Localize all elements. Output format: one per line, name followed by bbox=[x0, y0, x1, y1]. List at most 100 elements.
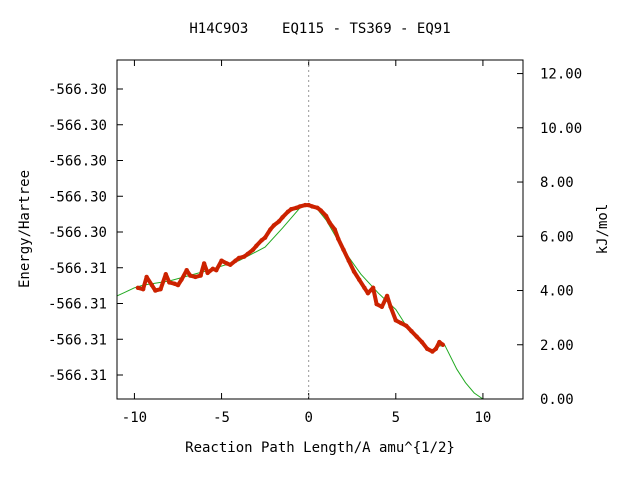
irc-point-trace bbox=[137, 203, 445, 354]
irc-point bbox=[297, 204, 303, 209]
irc-point bbox=[193, 274, 198, 280]
x-axis: -10 -5 0 5 10 bbox=[122, 60, 491, 426]
irc-points bbox=[135, 202, 446, 354]
irc-curve bbox=[116, 204, 484, 400]
irc-point bbox=[167, 280, 172, 285]
y-tick-label: -566.30 bbox=[48, 118, 107, 134]
x-tick-label: -10 bbox=[122, 410, 147, 426]
irc-point bbox=[351, 269, 357, 274]
irc-point bbox=[205, 270, 210, 276]
irc-point bbox=[384, 293, 390, 299]
irc-point bbox=[440, 342, 446, 347]
y-tick-label: -566.30 bbox=[48, 189, 107, 205]
y2-tick-label: 6.00 bbox=[540, 229, 574, 245]
irc-point bbox=[437, 339, 442, 345]
irc-point bbox=[210, 266, 216, 272]
irc-point bbox=[172, 281, 177, 286]
irc-point bbox=[228, 262, 233, 267]
irc-point bbox=[404, 323, 409, 328]
irc-point bbox=[285, 209, 290, 215]
irc-point bbox=[332, 227, 338, 232]
irc-point bbox=[149, 282, 155, 288]
irc-point bbox=[409, 329, 414, 334]
y2-tick-label: 4.00 bbox=[540, 284, 574, 300]
y2-axis-label: kJ/mol bbox=[595, 204, 611, 255]
irc-point bbox=[140, 286, 146, 292]
irc-point bbox=[346, 258, 351, 263]
y-tick-label: -566.30 bbox=[48, 82, 107, 98]
irc-point bbox=[201, 261, 207, 266]
irc-point bbox=[268, 227, 273, 232]
y2-tick-label: 10.00 bbox=[540, 121, 582, 137]
irc-point bbox=[315, 205, 320, 211]
irc-point bbox=[254, 243, 259, 248]
irc-point bbox=[379, 304, 385, 309]
irc-point bbox=[388, 304, 393, 309]
y-tick-label: -566.30 bbox=[48, 154, 107, 170]
irc-point bbox=[430, 349, 435, 354]
x-tick-label: -5 bbox=[213, 410, 230, 426]
irc-point bbox=[175, 282, 181, 288]
irc-point bbox=[323, 213, 329, 219]
irc-point bbox=[245, 251, 250, 257]
irc-point bbox=[398, 320, 404, 326]
irc-point bbox=[179, 277, 184, 282]
y-tick-label: -566.31 bbox=[48, 297, 107, 313]
irc-point bbox=[163, 272, 168, 277]
chart-title: H14C9O3 EQ115 - TS369 - EQ91 bbox=[189, 21, 450, 37]
irc-point bbox=[433, 346, 439, 352]
y-axis-label: Energy/Hartree bbox=[17, 170, 33, 288]
irc-line-series bbox=[116, 204, 484, 400]
irc-point bbox=[309, 204, 315, 209]
irc-point bbox=[370, 285, 376, 291]
irc-point bbox=[135, 285, 141, 291]
irc-point bbox=[153, 288, 158, 293]
irc-point bbox=[318, 208, 324, 213]
irc-point bbox=[219, 258, 224, 263]
irc-point bbox=[374, 301, 379, 307]
irc-point bbox=[187, 273, 193, 278]
irc-point bbox=[362, 285, 367, 291]
irc-point bbox=[236, 255, 242, 261]
irc-point bbox=[280, 215, 285, 220]
irc-point bbox=[327, 220, 332, 225]
irc-point bbox=[276, 219, 282, 224]
x-tick-label: 5 bbox=[392, 410, 400, 426]
irc-point bbox=[224, 261, 229, 266]
y2-tick-label: 2.00 bbox=[540, 338, 574, 354]
irc-point bbox=[262, 235, 268, 240]
plot-frame bbox=[116, 59, 524, 400]
y2-tick-label: 8.00 bbox=[540, 175, 574, 191]
y-tick-label: -566.31 bbox=[48, 332, 107, 348]
irc-point bbox=[357, 277, 362, 282]
irc-point bbox=[214, 267, 219, 273]
y-axis-right: 0.00 2.00 4.00 6.00 8.00 10.00 12.00 bbox=[517, 67, 582, 408]
x-tick-label: 10 bbox=[474, 410, 491, 426]
irc-point bbox=[271, 223, 277, 228]
irc-point bbox=[294, 205, 299, 211]
irc-point bbox=[393, 318, 398, 323]
irc-point bbox=[233, 258, 238, 263]
y2-tick-label: 12.00 bbox=[540, 67, 582, 83]
y2-tick-label: 0.00 bbox=[540, 392, 574, 408]
irc-point bbox=[198, 273, 203, 278]
x-tick-label: 0 bbox=[304, 410, 312, 426]
irc-point bbox=[419, 339, 425, 345]
irc-point bbox=[336, 236, 341, 242]
y-tick-label: -566.31 bbox=[48, 261, 107, 277]
irc-point bbox=[306, 202, 311, 208]
irc-point bbox=[414, 334, 419, 339]
irc-point bbox=[184, 267, 189, 273]
irc-point bbox=[302, 202, 308, 208]
irc-point bbox=[242, 254, 247, 259]
irc-point bbox=[289, 206, 294, 212]
y-axis-left: -566.30 -566.30 -566.30 -566.30 -566.30 -566.… bbox=[48, 82, 123, 384]
y-tick-label: -566.30 bbox=[48, 225, 107, 241]
x-axis-label: Reaction Path Length/A amu^{1/2} bbox=[185, 440, 455, 456]
y-tick-label: -566.31 bbox=[48, 368, 107, 384]
irc-point bbox=[250, 247, 256, 253]
irc-point bbox=[424, 346, 430, 352]
irc-point bbox=[144, 274, 149, 280]
irc-point bbox=[341, 247, 346, 253]
